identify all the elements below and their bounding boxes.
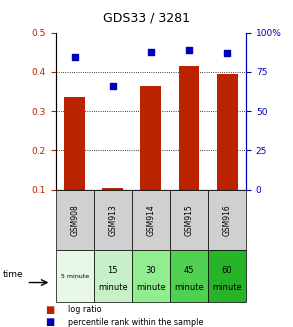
Bar [64,97,85,190]
Text: time: time [3,270,23,279]
Point [225,50,229,56]
Text: minute: minute [212,283,242,292]
Text: GSM913: GSM913 [108,204,117,236]
Bar [102,188,123,190]
Text: GSM908: GSM908 [70,204,79,236]
Text: GSM915: GSM915 [185,204,193,236]
Text: 45: 45 [184,266,194,275]
Text: GDS33 / 3281: GDS33 / 3281 [103,11,190,25]
Bar [56,190,94,250]
Text: 5 minute: 5 minute [61,274,89,279]
Bar [56,250,94,302]
Text: 15: 15 [108,266,118,275]
Text: GSM914: GSM914 [146,204,155,236]
Bar [208,250,246,302]
Text: ■: ■ [45,305,54,315]
Text: minute: minute [174,283,204,292]
Point [110,83,115,89]
Point [149,49,153,54]
Text: log ratio: log ratio [68,305,102,314]
Text: minute: minute [136,283,166,292]
Text: ■: ■ [45,318,54,327]
Bar [217,74,238,190]
Text: 60: 60 [222,266,232,275]
Bar [94,190,132,250]
Bar [170,250,208,302]
Text: minute: minute [98,283,128,292]
Bar [170,190,208,250]
Point [72,54,77,60]
Text: percentile rank within the sample: percentile rank within the sample [68,318,203,327]
Text: 30: 30 [146,266,156,275]
Bar [132,190,170,250]
Bar [208,190,246,250]
Bar [132,250,170,302]
Bar [140,86,161,190]
Bar [94,250,132,302]
Bar [178,66,200,190]
Text: GSM916: GSM916 [223,204,231,236]
Point [187,47,191,53]
